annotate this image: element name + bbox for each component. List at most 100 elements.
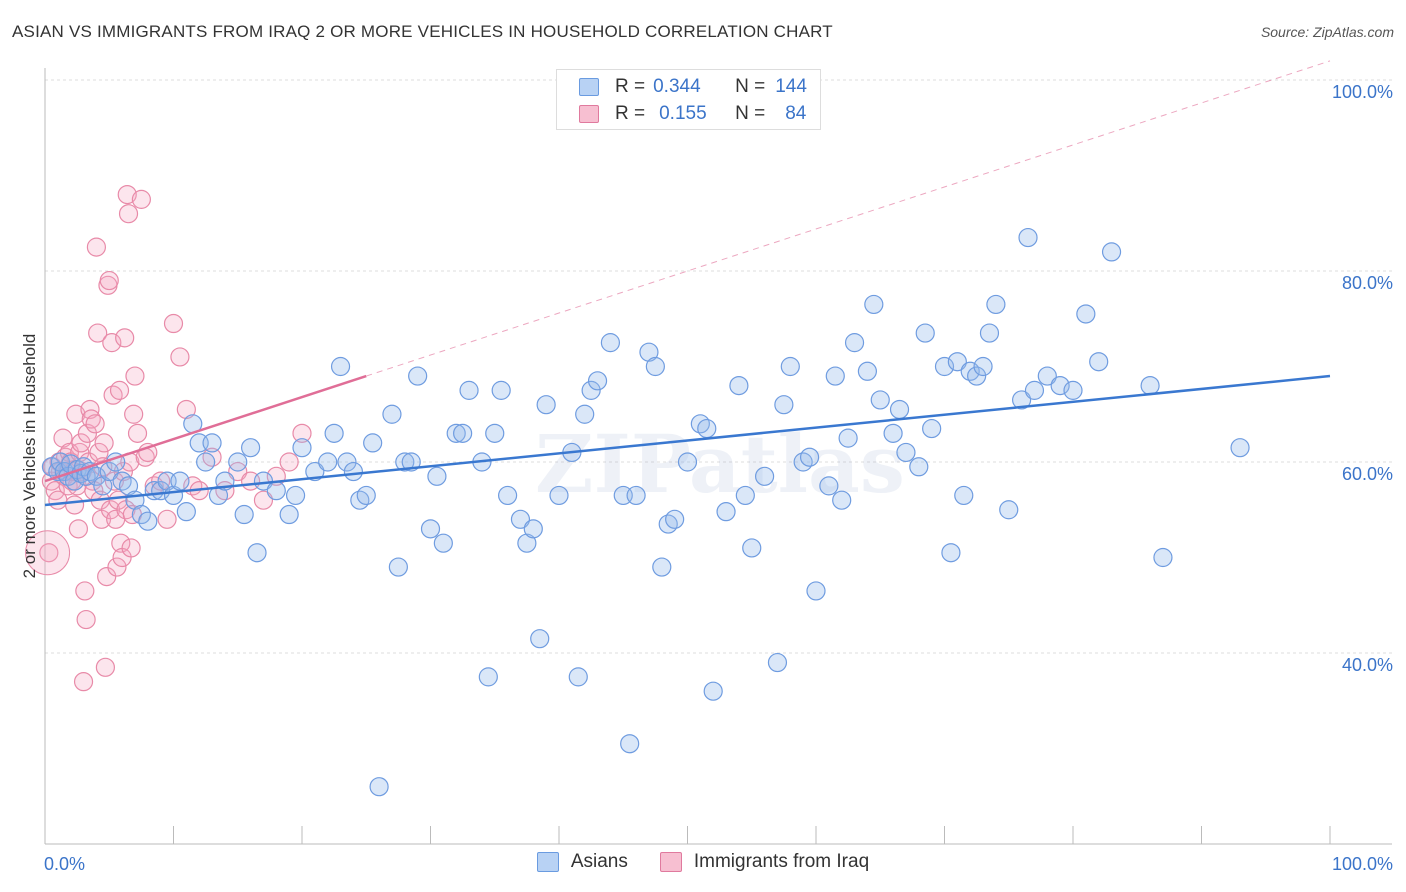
legend-n-label: N = [735,76,766,97]
iraq-point [292,423,312,443]
asian-point [446,423,466,443]
asian-point [742,538,762,558]
asian-point [909,457,929,477]
legend-swatch-iraq [579,105,599,123]
y-tick-label: 80.0% [1342,273,1393,293]
iraq-point [89,442,109,463]
iraq-point [75,581,95,601]
asian-point [330,356,351,377]
watermark-text: ZIPatlas [535,417,905,511]
grid-lines [45,79,1392,654]
asian-point [93,476,113,496]
iraq-point [121,538,141,558]
legend-r-value-iraq: 0.155 [659,103,707,124]
iraq-point [117,185,137,205]
asian-point [999,500,1019,520]
asian-point [754,466,775,486]
trend-line-iraq [44,374,367,483]
asian-point [241,438,261,458]
asian-point [941,543,961,563]
asian-point [767,652,788,673]
iraq-point [125,366,145,386]
asian-point [1076,304,1096,324]
asian-point [266,481,286,501]
asian-point [453,423,473,443]
asian-point [459,380,479,400]
asian-point [922,418,942,439]
asian-point [986,294,1006,315]
iraq-point [99,270,119,291]
asian-point [1101,242,1122,262]
iraq-point [94,433,114,453]
asian-point [138,511,158,531]
asian-point [735,485,755,506]
asian-point [806,581,826,601]
iraq-point [76,609,96,630]
asian-point [973,356,993,377]
asian-point [626,485,646,506]
asian-point [677,452,698,472]
iraq-point [88,323,108,343]
legend-label-asians: Asians [570,851,628,872]
asian-point [1050,376,1070,396]
asian-point [587,371,608,391]
asian-point [639,342,659,362]
iraq-point [102,333,122,353]
legend-item-iraq: Immigrants from Iraq [659,851,870,873]
asian-point [234,504,254,525]
legend-r-label: R = [615,103,646,124]
iraq-point [124,404,144,424]
asian-point [478,667,498,687]
asian-point [1063,380,1083,400]
asian-point [864,294,884,315]
asian-point [896,442,916,463]
legend-n-value-asians: 144 [775,76,807,97]
asian-point [838,428,858,448]
asian-point [170,471,190,491]
asian-point [780,356,800,377]
axes [44,68,1392,845]
iraq-point [127,423,148,443]
asian-point [292,438,312,458]
asian-point [1011,390,1032,410]
iraq-point [170,347,190,367]
asian-point [433,533,453,553]
watermark: ZIPatlas [535,417,905,511]
asian-point [536,395,556,415]
asian-point [1153,547,1173,568]
asian-point [697,418,717,439]
legend-item-asians: Asians [536,851,628,873]
asian-point [485,423,505,443]
asian-point [1037,366,1057,386]
iraq-point [53,428,73,448]
asian-point [979,323,1000,343]
asian-point [870,390,890,410]
legend-row-asians: R = 0.344 N = 144 [579,75,807,99]
asian-point [645,356,665,377]
y-axis-title: 2 or more Vehicles in Household [20,334,39,579]
legend-swatch-iraq [659,852,682,872]
asian-point [825,366,845,386]
asian-point [568,667,588,687]
iraq-point [71,433,91,453]
iraq-point [163,313,184,334]
legend-label-iraq: Immigrants from Iraq [693,851,870,872]
iraq-point [100,500,121,520]
iraq-point-large [25,530,71,576]
y-tick-label: 60.0% [1342,464,1393,484]
iraq-point [115,328,135,348]
asian-point [99,461,119,482]
iraq-point [64,495,85,515]
asian-point [523,519,543,539]
iraq-point [97,566,117,587]
asian-point [363,433,383,453]
asian-point [118,476,139,496]
asian-point [498,485,518,506]
iraq-point [111,533,131,553]
asian-point [799,447,820,467]
asian-point [581,380,601,400]
asian-point [151,481,171,501]
iraq-point [113,461,133,482]
asian-point [883,423,903,443]
